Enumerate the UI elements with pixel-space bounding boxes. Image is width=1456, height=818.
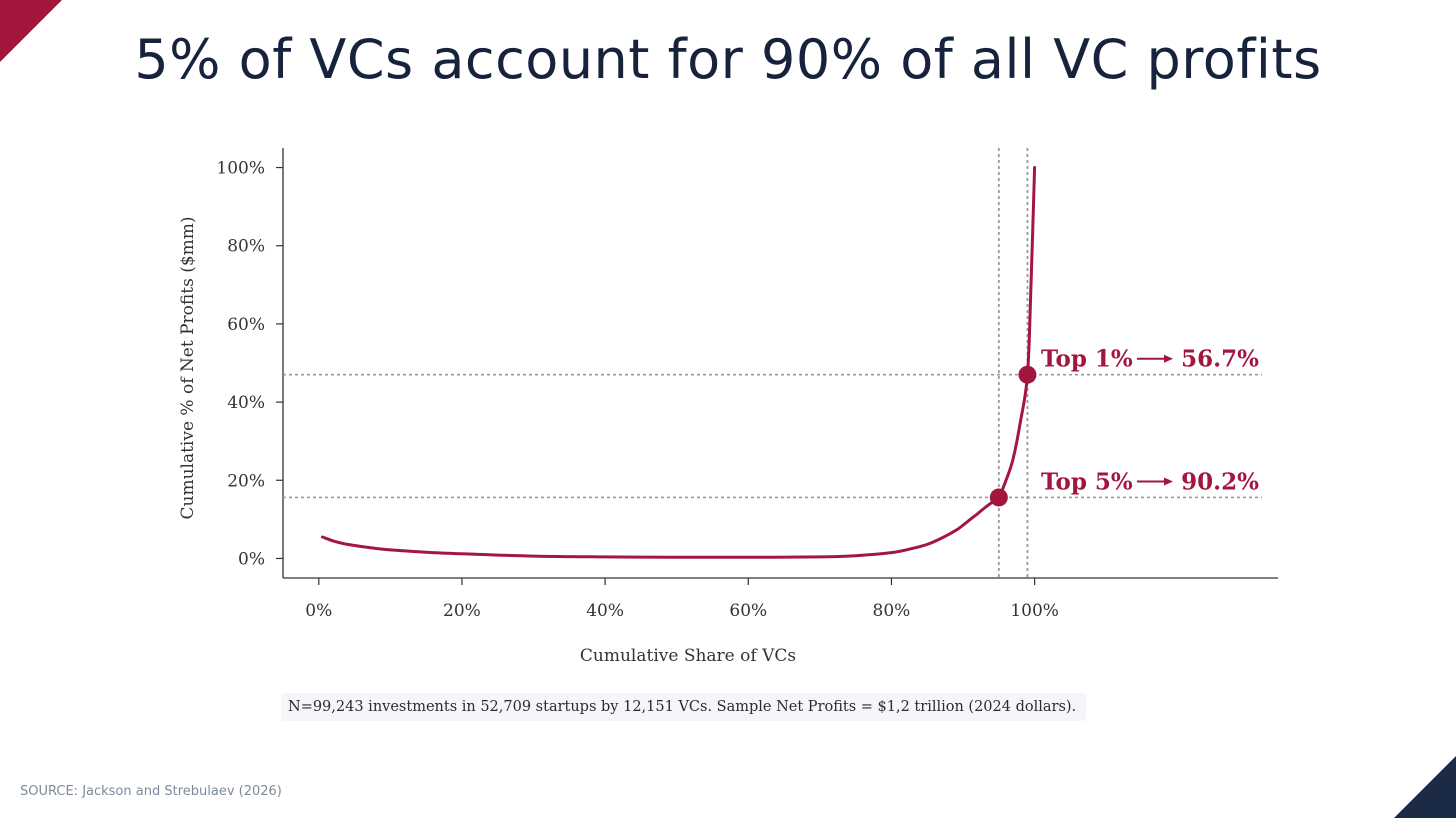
annotation-arrow-head	[1164, 354, 1173, 363]
corner-decoration-bottom-right	[1394, 756, 1456, 818]
x-tick-label: 40%	[586, 601, 624, 621]
series-line	[320, 166, 1037, 559]
corner-decoration-top-left	[0, 0, 62, 62]
highlight-point	[989, 488, 1008, 507]
y-tick-label: 100%	[216, 159, 265, 179]
highlight-point	[1018, 365, 1037, 384]
y-tick-label: 60%	[227, 315, 265, 335]
annotation-label: Top 1%	[1041, 346, 1133, 373]
page-title: 5% of VCs account for 90% of all VC prof…	[134, 28, 1322, 91]
annotation-value: 90.2%	[1181, 468, 1259, 495]
y-tick-label: 80%	[227, 237, 265, 257]
x-tick-label: 80%	[873, 601, 911, 621]
y-axis-title: Cumulative % of Net Profits ($mm)	[178, 216, 198, 519]
annotation-value: 56.7%	[1181, 346, 1259, 373]
annotation-arrow-head	[1164, 477, 1173, 486]
annotation-label: Top 5%	[1041, 468, 1133, 495]
x-tick-label: 100%	[1010, 601, 1059, 621]
y-tick-label: 40%	[227, 393, 265, 413]
x-tick-label: 60%	[729, 601, 767, 621]
x-tick-label: 0%	[305, 601, 332, 621]
y-tick-label: 20%	[227, 471, 265, 491]
x-tick-label: 20%	[443, 601, 481, 621]
sample-note: N=99,243 investments in 52,709 startups …	[281, 693, 1087, 721]
x-axis-title: Cumulative Share of VCs	[580, 646, 796, 666]
y-tick-label: 0%	[238, 549, 265, 569]
source-citation: SOURCE: Jackson and Strebulaev (2026)	[20, 784, 282, 799]
